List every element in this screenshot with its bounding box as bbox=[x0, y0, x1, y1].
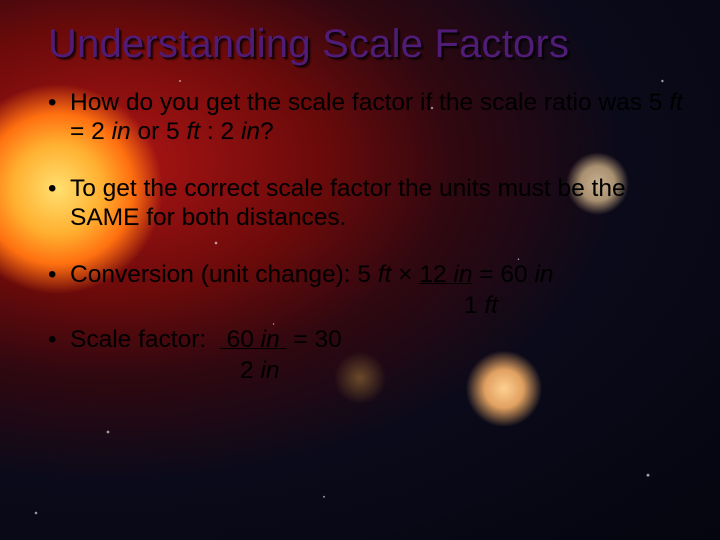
text bbox=[280, 326, 287, 353]
bullet-1: How do you get the scale factor if the s… bbox=[48, 89, 686, 147]
unit-in: in bbox=[534, 261, 553, 288]
unit-ft: ft bbox=[378, 261, 392, 288]
slide: Understanding Scale Factors How do you g… bbox=[0, 0, 720, 540]
unit-ft: ft bbox=[669, 89, 683, 116]
unit-ft: ft bbox=[484, 292, 498, 319]
bullet-4: Scale factor: 60 in = 30 bbox=[48, 326, 686, 355]
unit-in: in bbox=[241, 118, 260, 145]
unit-in: in bbox=[112, 118, 131, 145]
text: 1 bbox=[464, 292, 484, 319]
text: × bbox=[391, 261, 419, 288]
text: 2 bbox=[240, 357, 260, 384]
unit-ft: ft bbox=[186, 118, 200, 145]
text: = 2 bbox=[70, 118, 112, 145]
fraction-numerator: 60 in bbox=[220, 326, 287, 353]
unit-in: in bbox=[260, 357, 279, 384]
fraction-numerator: 12 in bbox=[419, 261, 472, 288]
text: = 30 bbox=[287, 326, 342, 353]
bullet-list: How do you get the scale factor if the s… bbox=[48, 89, 686, 386]
text: To get the correct scale factor the unit… bbox=[70, 175, 626, 231]
bullet-3-line2: 1 ft bbox=[442, 292, 686, 321]
slide-title: Understanding Scale Factors bbox=[48, 22, 686, 67]
text: 12 bbox=[419, 261, 453, 288]
text: 60 bbox=[220, 326, 261, 353]
bullet-4-line2: 2 in bbox=[218, 357, 686, 386]
text: = 60 bbox=[472, 261, 534, 288]
text: or 5 bbox=[131, 118, 187, 145]
text: How do you get the scale factor if the s… bbox=[70, 89, 669, 116]
bullet-3: Conversion (unit change): 5 ft × 12 in =… bbox=[48, 261, 686, 290]
text: Scale factor: bbox=[70, 326, 220, 353]
text: Conversion (unit change): 5 bbox=[70, 261, 378, 288]
unit-in: in bbox=[261, 326, 280, 353]
text: ? bbox=[260, 118, 274, 145]
unit-in: in bbox=[453, 261, 472, 288]
bullet-2: To get the correct scale factor the unit… bbox=[48, 175, 686, 233]
text: : 2 bbox=[200, 118, 241, 145]
slide-body: How do you get the scale factor if the s… bbox=[48, 89, 686, 386]
